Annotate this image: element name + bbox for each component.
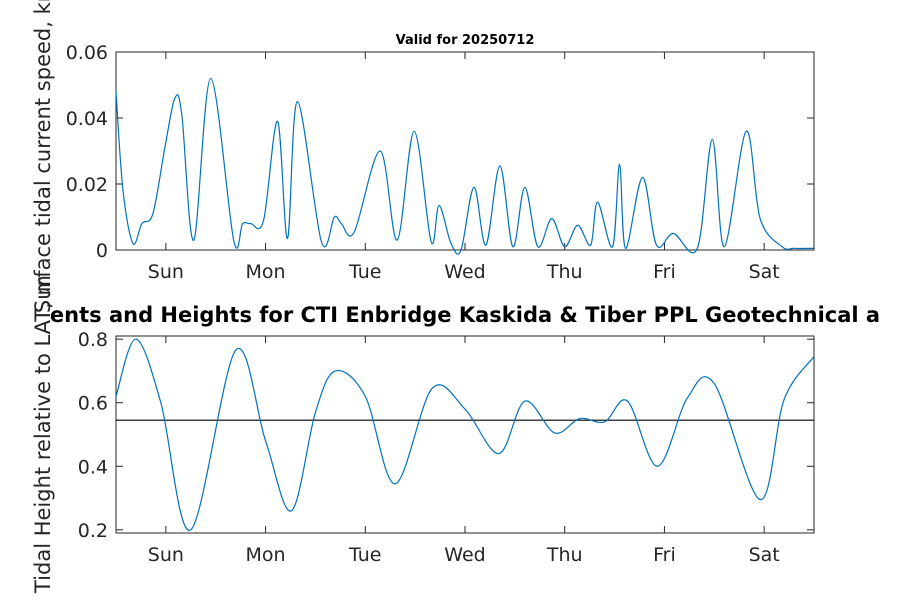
tidal-height-xtick-label: Tue	[348, 544, 381, 566]
tidal-height-ylabel: Tidal Height relative to LAT, m	[31, 275, 55, 594]
tidal-height-ytick-label: 0.4	[78, 456, 108, 478]
current-speed-ytick-label: 0	[96, 240, 108, 262]
current-speed-series-line	[115, 77, 815, 255]
tidal-height-xtick-label: Wed	[444, 544, 485, 566]
current-speed-ytick-label: 0.06	[66, 42, 108, 64]
current-speed-axes-box	[115, 51, 815, 251]
tidal-height-panel: ents and Heights for CTI Enbridge Kaskid…	[50, 303, 880, 566]
tidal-height-xtick-label: Mon	[246, 544, 286, 566]
tidal-height-ytick-label: 0.8	[78, 329, 108, 351]
current-speed-xtick-label: Sun	[148, 261, 184, 283]
current-speed-panel: Valid for 20250712 0 0.02 0.04 0.06 Sun Mon T…	[66, 33, 815, 283]
tidal-height-ytick-label: 0.2	[78, 520, 108, 542]
tidal-height-axes-box	[115, 335, 815, 534]
tidal-height-title: ents and Heights for CTI Enbridge Kaskid…	[50, 303, 880, 327]
tidal-height-xtick-label: Thu	[546, 544, 583, 566]
current-speed-ytick-label: 0.02	[66, 174, 108, 196]
tidal-height-ytick-label: 0.6	[78, 393, 108, 415]
tidal-height-series-line	[115, 338, 815, 531]
current-speed-xtick-label: Tue	[348, 261, 381, 283]
tidal-height-xtick-label: Sun	[148, 544, 184, 566]
current-speed-xtick-label: Fri	[653, 261, 676, 283]
current-speed-ytick-label: 0.04	[66, 108, 108, 130]
current-speed-title: Valid for 20250712	[396, 33, 535, 48]
current-speed-xtick-label: Thu	[546, 261, 583, 283]
current-speed-xtick-label: Wed	[444, 261, 485, 283]
current-speed-ylabel: Surface tidal current speed, kn	[31, 0, 55, 313]
tidal-height-xtick-label: Fri	[653, 544, 676, 566]
current-speed-xtick-label: Sat	[749, 261, 780, 283]
current-speed-xtick-label: Mon	[246, 261, 286, 283]
tidal-height-xtick-label: Sat	[749, 544, 780, 566]
